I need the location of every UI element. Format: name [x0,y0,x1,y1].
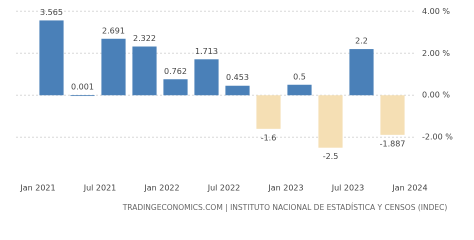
bar [380,95,405,135]
x-tick-label: Jul 2022 [207,184,241,193]
bar [256,95,281,129]
source: TRADINGECONOMICS.COM | INSTITUTO NACIONA… [122,203,448,212]
bar [225,85,250,96]
data-label: 2.322 [133,34,156,43]
data-label: -2.5 [323,152,339,161]
x-tick-label: Jul 2021 [83,184,117,193]
bar [70,95,95,97]
bar [287,84,312,96]
bar [349,49,374,96]
data-label: 0.5 [293,72,306,81]
data-label: -1.887 [380,139,406,148]
data-label: 0.001 [71,83,94,92]
y-tick-label: 2.00 % [422,49,450,58]
bar [101,38,126,96]
bar [39,20,64,96]
data-label: -1.6 [261,133,277,142]
y-tick-label: 0.00 % [422,91,450,100]
bar [132,46,157,96]
page: {"chart_data": {"type": "bar", "categori… [16,6,454,212]
data-label: 2.2 [355,37,368,46]
bar [194,59,219,96]
x-tick-label: Jan 2022 [143,184,179,193]
data-label: 3.565 [40,8,63,17]
data-label: 0.453 [226,73,249,82]
chart: TRADINGECONOMICS.COM | INSTITUTO NACIONA… [16,7,453,212]
data-label: 2.691 [102,26,125,35]
y-tick-label: 4.00 % [422,7,450,16]
x-tick-label: Jul 2023 [331,184,365,193]
data-label: 0.762 [164,67,187,76]
bar [318,95,343,148]
x-tick-label: Jan 2023 [267,184,303,193]
y-tick-label: -2.00 % [422,133,453,142]
data-label: 1.713 [195,47,218,56]
bar [163,79,188,96]
x-tick-label: Jan 2024 [391,184,427,193]
x-tick-label: Jan 2021 [19,184,55,193]
